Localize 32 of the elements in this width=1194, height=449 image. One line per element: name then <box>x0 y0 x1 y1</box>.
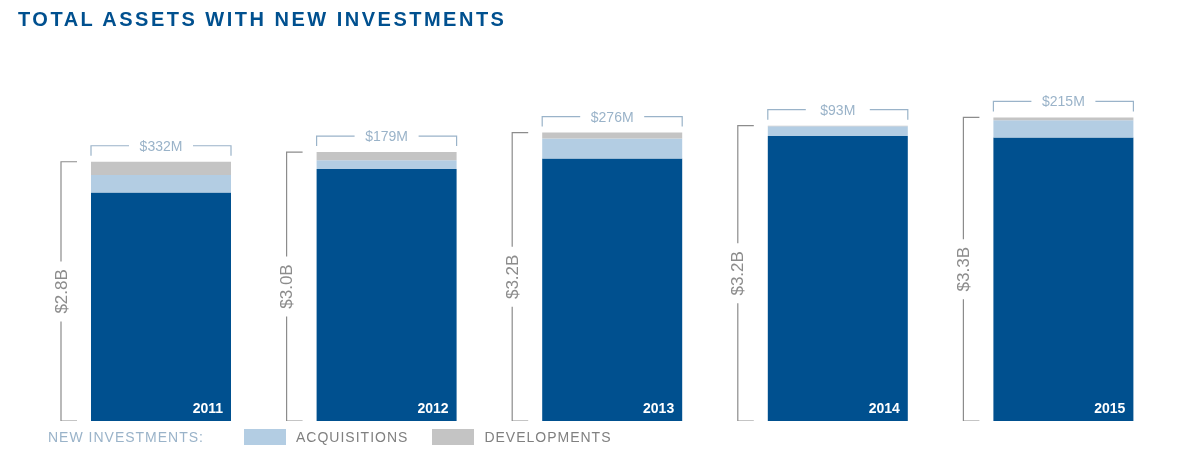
chart-title: TOTAL ASSETS WITH NEW INVESTMENTS <box>17 8 508 31</box>
bar <box>767 135 908 421</box>
annotation: $332M <box>139 137 183 154</box>
x-tick-label: 2015 <box>1094 400 1126 416</box>
annotation: $276M <box>590 108 634 125</box>
annotation: $179M <box>365 128 409 145</box>
bar <box>993 117 1134 121</box>
bar <box>91 192 231 421</box>
x-tick-label: 2014 <box>868 400 900 416</box>
legend-label: DEVELOPMENTS <box>483 429 612 445</box>
annotation: $93M <box>820 101 856 118</box>
legend-title: NEW INVESTMENTS: <box>48 429 205 445</box>
annotation: $3.3B <box>953 247 973 292</box>
text: $2.8B <box>51 269 71 314</box>
text: $215M <box>1041 93 1085 110</box>
annotation: $3.2B <box>502 254 522 300</box>
annotation: $3.0B <box>277 264 297 309</box>
bar <box>316 160 457 170</box>
bar <box>542 158 683 421</box>
x-tick-label: 2012 <box>417 400 449 416</box>
bar <box>316 152 457 161</box>
bar <box>993 137 1134 421</box>
x-tick-label: 2013 <box>643 400 675 416</box>
x-tick-label: 2011 <box>192 400 224 416</box>
legend-label: ACQUISITIONS <box>295 429 409 445</box>
bar <box>91 161 231 176</box>
bar <box>993 120 1134 138</box>
bar <box>767 126 908 136</box>
annotation: $3.2B <box>728 251 748 296</box>
bar <box>542 138 683 159</box>
bar <box>91 175 231 193</box>
bar <box>316 169 457 421</box>
